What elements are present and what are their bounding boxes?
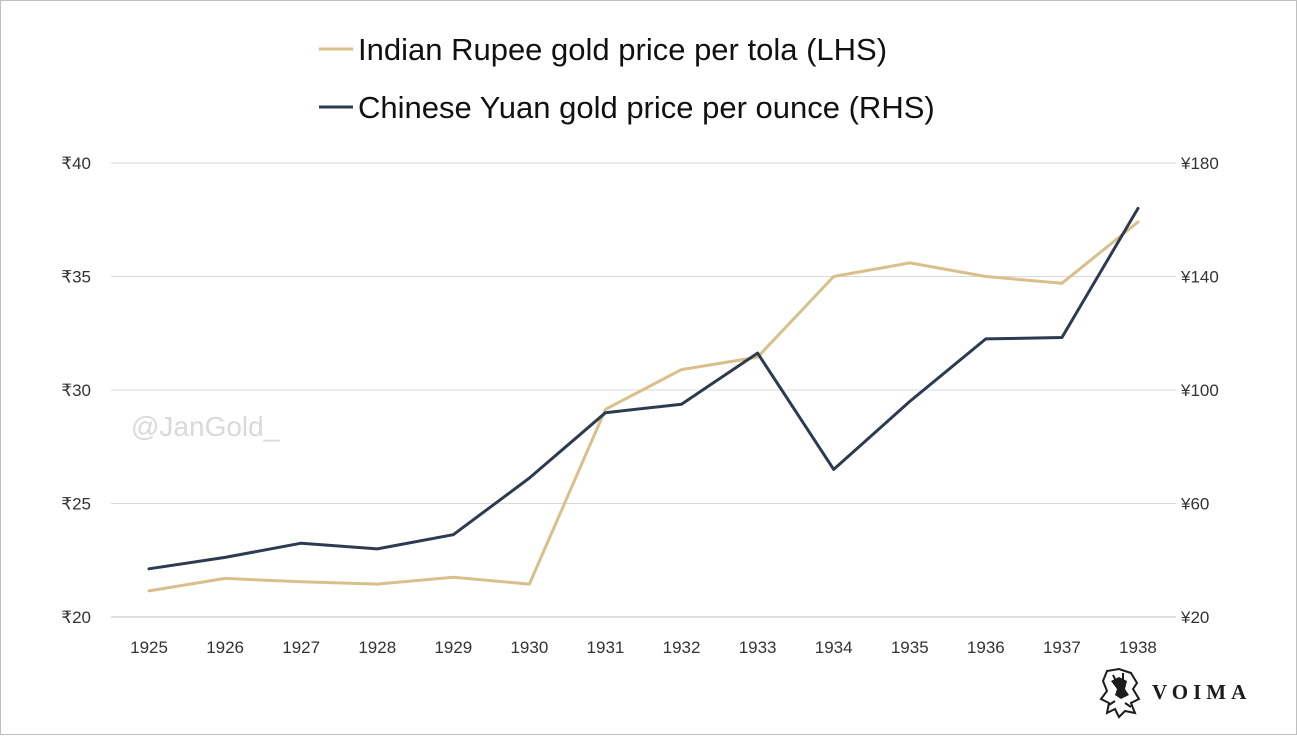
brand-name: VOIMA: [1152, 680, 1251, 704]
left-tick-label: ₹25: [61, 495, 91, 514]
x-tick-label: 1930: [510, 638, 548, 657]
right-tick-label: ¥180: [1180, 154, 1219, 173]
right-tick-label: ¥20: [1180, 608, 1209, 627]
x-tick-label: 1935: [891, 638, 929, 657]
x-tick-label: 1929: [434, 638, 472, 657]
left-tick-label: ₹35: [61, 268, 91, 287]
right-tick-label: ¥60: [1180, 495, 1209, 514]
series-lines: [147, 206, 1140, 593]
x-tick-label: 1936: [967, 638, 1005, 657]
left-tick-label: ₹30: [61, 381, 91, 400]
lion-crest-icon: [1099, 667, 1141, 719]
x-tick-label: 1933: [739, 638, 777, 657]
x-tick-label: 1938: [1119, 638, 1157, 657]
legend-label: Indian Rupee gold price per tola (LHS): [358, 32, 887, 67]
right-axis-ticks: ¥20 ¥60 ¥100 ¥140 ¥180: [1180, 154, 1219, 627]
x-tick-label: 1926: [206, 638, 244, 657]
x-tick-label: 1931: [587, 638, 625, 657]
right-tick-label: ¥100: [1180, 381, 1219, 400]
watermark-text: @JanGold_: [131, 411, 280, 442]
series-line-rupee: [147, 220, 1140, 593]
x-tick-label: 1927: [282, 638, 320, 657]
legend: Indian Rupee gold price per tola (LHS) Ch…: [319, 32, 935, 125]
left-tick-label: ₹20: [61, 608, 91, 627]
x-axis-ticks: 1925 1926 1927 1928 1929 1930 1931 1932 1933 1934…: [130, 638, 1157, 657]
x-tick-label: 1937: [1043, 638, 1081, 657]
x-tick-label: 1928: [358, 638, 396, 657]
x-tick-label: 1925: [130, 638, 168, 657]
left-axis-ticks: ₹20 ₹25 ₹30 ₹35 ₹40: [61, 154, 91, 627]
right-tick-label: ¥140: [1180, 268, 1219, 287]
series-line-yuan: [147, 206, 1140, 571]
legend-label: Chinese Yuan gold price per ounce (RHS): [358, 90, 935, 125]
x-tick-label: 1934: [815, 638, 853, 657]
left-tick-label: ₹40: [61, 154, 91, 173]
x-tick-label: 1932: [663, 638, 701, 657]
